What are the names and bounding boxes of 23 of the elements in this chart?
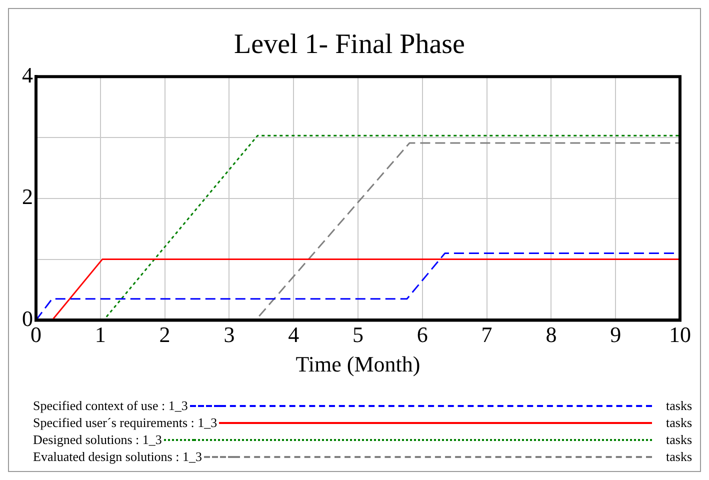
x-tick-label: 1: [94, 322, 106, 348]
legend-label: Specified user´s requirements : 1_3: [33, 414, 218, 431]
x-tick-label: 7: [481, 322, 492, 348]
legend-label: Specified context of use : 1_3: [33, 397, 188, 414]
y-tick-label: 4: [22, 62, 33, 88]
text: tasks: [666, 414, 692, 431]
x-tick-label: 9: [610, 322, 622, 348]
legend-label: Designed solutions : 1_3: [33, 431, 162, 448]
x-tick-label: 4: [288, 322, 300, 348]
x-tick-label: 8: [546, 322, 557, 348]
text: tasks: [666, 448, 692, 465]
chart-title: Level 1- Final Phase: [234, 29, 465, 60]
x-axis-title: Time (Month): [296, 352, 420, 377]
legend-label: Evaluated design solutions : 1_3: [33, 448, 202, 465]
y-tick-label: 2: [22, 184, 33, 210]
x-tick-label: 10: [669, 322, 691, 348]
x-tick-label: 2: [159, 322, 170, 348]
text: tasks: [666, 397, 692, 414]
x-tick-label: 6: [416, 322, 428, 348]
x-tick-label: 3: [224, 322, 235, 348]
y-tick-label: 0: [22, 306, 33, 331]
x-tick-label: 5: [352, 322, 364, 348]
text: tasks: [666, 431, 692, 448]
